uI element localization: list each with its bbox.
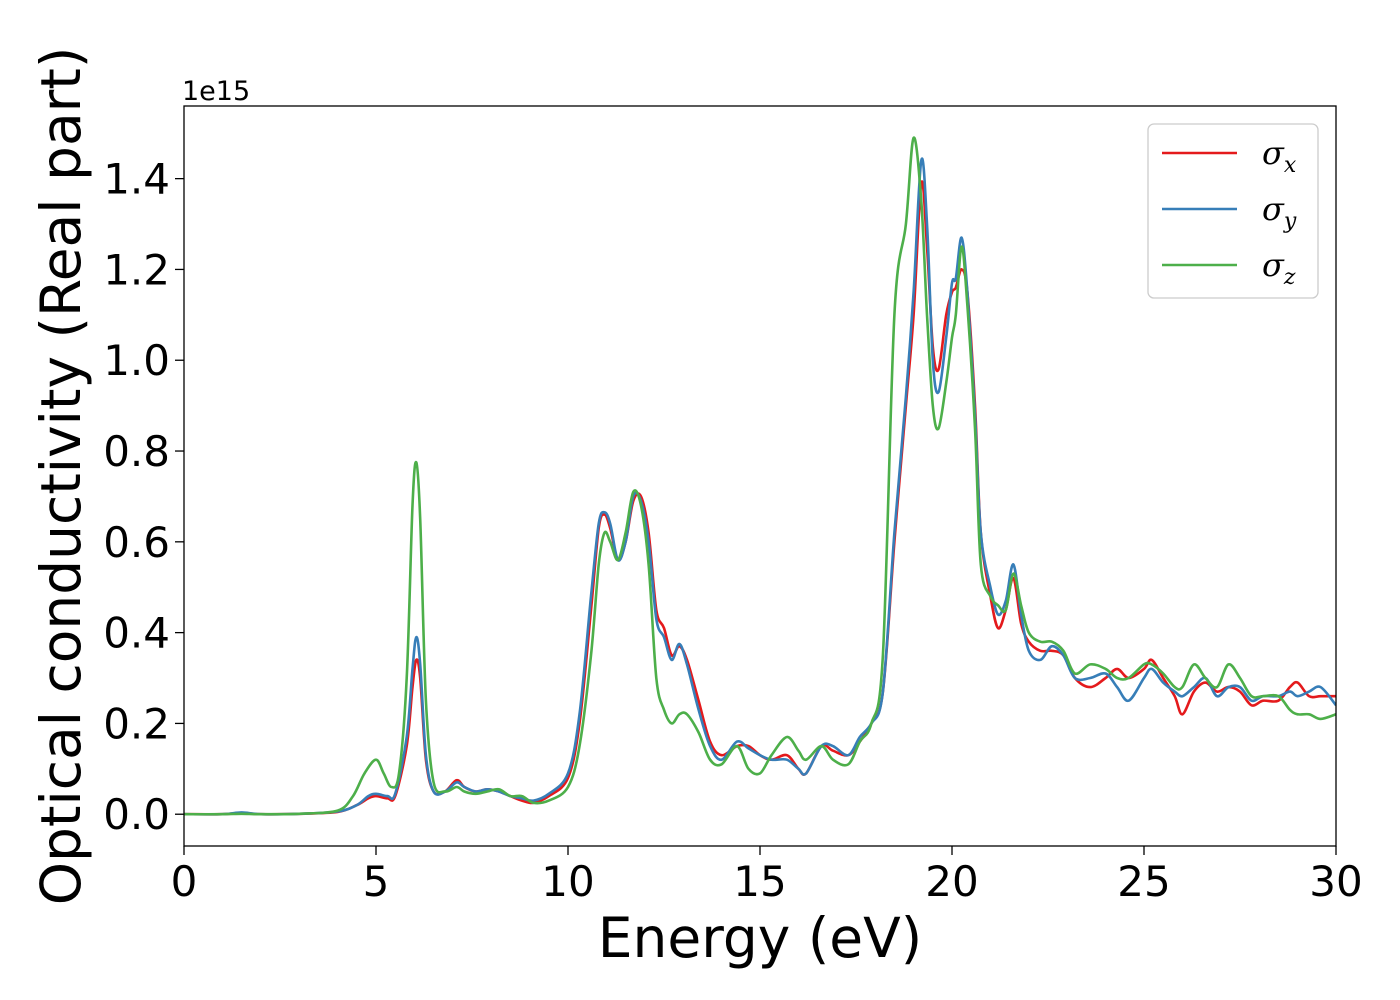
x-tick-label: 5 (363, 857, 390, 906)
y-tick-label: 0.4 (103, 609, 170, 658)
x-tick-label: 15 (733, 857, 786, 906)
y-tick-label: 0.2 (103, 699, 170, 748)
y-tick-label: 1.2 (103, 245, 170, 294)
x-tick-label: 10 (541, 857, 594, 906)
y-tick-label: 0.8 (103, 427, 170, 476)
legend: σx σy σz (1147, 123, 1319, 299)
series-layer (184, 136, 1336, 816)
x-tick-label: 30 (1309, 857, 1362, 906)
y-tick-label: 1.4 (103, 155, 170, 204)
y-offset-text: 1e15 (182, 76, 250, 107)
x-axis-title: Energy (eV) (598, 906, 922, 970)
y-tick-label: 1.0 (103, 336, 170, 385)
x-tick-label: 20 (925, 857, 978, 906)
x-tick-label: 25 (1117, 857, 1170, 906)
legend-label-x: σx (1262, 134, 1297, 178)
y-tick-label: 0.0 (103, 790, 170, 839)
y-axis-title: Optical conductivity (Real part) (29, 47, 93, 906)
y-tick-label: 0.6 (103, 518, 170, 567)
x-tick-label: 0 (171, 857, 198, 906)
x-axis-ticks: 0 5 10 15 20 25 30 (171, 846, 1363, 906)
y-axis-ticks: 0.0 0.2 0.4 0.6 0.8 1.0 1.2 1.4 (103, 155, 184, 839)
legend-label-z: σz (1262, 246, 1296, 290)
series-line-z (184, 136, 1336, 816)
legend-label-y: σy (1262, 190, 1297, 234)
legend-box (1147, 123, 1319, 299)
